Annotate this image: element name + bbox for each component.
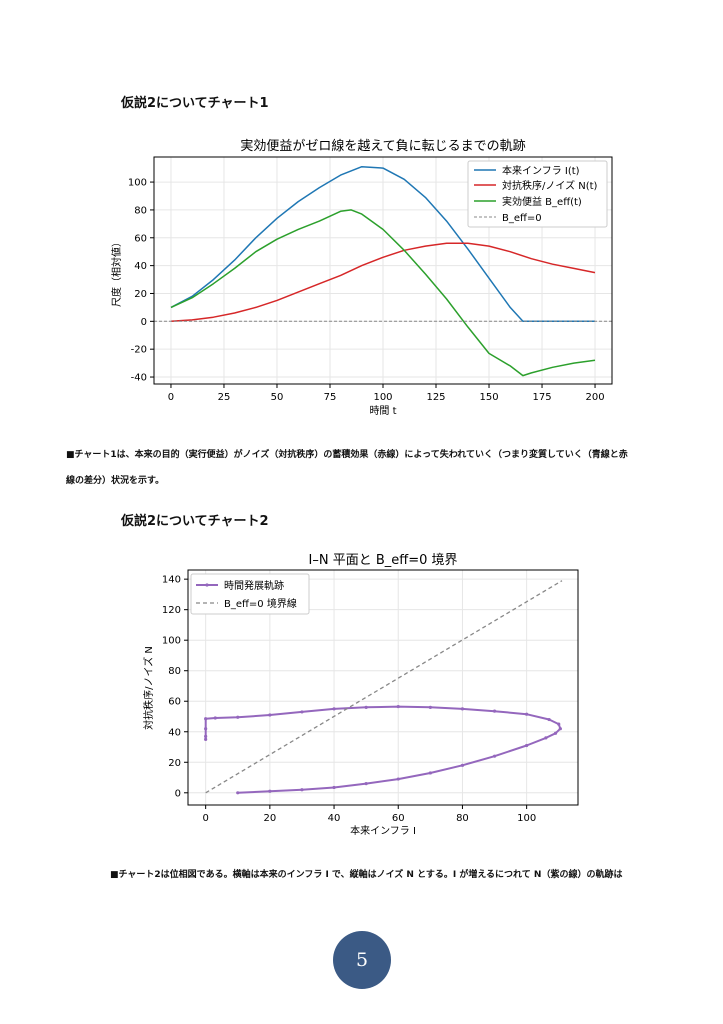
trajectory-point	[204, 717, 208, 721]
y-tick-label: 0	[175, 788, 181, 799]
trajectory-point	[428, 705, 432, 709]
trajectory-point	[204, 734, 208, 738]
trajectory-point	[204, 727, 208, 731]
chart1-lines	[154, 165, 612, 377]
trajectory-point	[428, 771, 432, 775]
legend-label-trajectory: 時間発展軌跡	[224, 579, 284, 592]
y-tick-label: 60	[134, 233, 147, 244]
trajectory-point	[557, 722, 561, 726]
chart2-xlabel: 本来インフラ I	[350, 824, 416, 837]
legend-label-infra: 本来インフラ I(t)	[502, 164, 580, 177]
trajectory-point	[460, 763, 465, 767]
trajectory-point	[396, 777, 400, 781]
x-tick-label: 125	[426, 392, 445, 403]
y-tick-label: -20	[131, 345, 147, 356]
chart1-legend: 本来インフラ I(t) 対抗秩序/ノイズ N(t) 実効便益 B_eff(t) …	[467, 160, 608, 228]
trajectory-point	[460, 707, 465, 711]
y-tick-label: 40	[168, 727, 181, 738]
legend-label-boundary: B_eff=0 境界線	[224, 597, 297, 610]
y-tick-label: 40	[134, 261, 147, 272]
x-tick-label: 100	[373, 392, 392, 403]
trajectory-point	[553, 731, 558, 735]
chart2-caption: ■チャート2は位相図である。横軸は本来のインフラ I で、縦軸はノイズ N とす…	[110, 870, 623, 880]
chart1-xlabel: 時間 t	[369, 405, 396, 417]
chart2-heading: 仮説2についてチャート2	[121, 514, 269, 529]
y-tick-label: -40	[131, 373, 147, 384]
trajectory-point	[544, 736, 548, 740]
x-tick-label: 200	[585, 392, 604, 403]
x-tick-label: 175	[532, 392, 551, 403]
page-number-badge: 5	[333, 931, 391, 989]
page-number: 5	[355, 949, 369, 971]
x-tick-label: 80	[456, 813, 469, 824]
chart2-ticks: 0 20 40 60 80 100 0 20 40 60 80 100 120 140	[162, 575, 536, 824]
y-tick-label: 100	[128, 178, 147, 189]
trajectory-point	[332, 707, 336, 711]
trajectory-point	[364, 705, 368, 709]
chart2-title: I–N 平面と B_eff=0 境界	[309, 553, 458, 568]
chart1-title: 実効便益がゼロ線を越えて負に転じるまでの軌跡	[240, 138, 525, 154]
trajectory-line	[204, 705, 562, 794]
chart1-caption-line2: 線の差分）状況を示す。	[66, 476, 165, 486]
series-benefit-line	[170, 209, 596, 377]
trajectory-point	[236, 791, 240, 795]
trajectory-point	[213, 716, 217, 720]
chart1-ylabel: 尺度（相対値）	[110, 237, 123, 307]
y-tick-label: 60	[168, 697, 181, 708]
trajectory-point	[236, 715, 240, 719]
chart2-legend: 時間発展軌跡 B_eff=0 境界線	[190, 573, 310, 615]
y-tick-label: 120	[162, 605, 181, 616]
x-tick-label: 25	[218, 392, 231, 403]
trajectory-point	[396, 704, 400, 709]
trajectory-point	[547, 717, 551, 722]
trajectory-point	[204, 737, 208, 741]
trajectory-point	[558, 727, 562, 731]
y-tick-label: 20	[168, 758, 181, 769]
x-tick-label: 0	[168, 392, 174, 403]
trajectory-point	[300, 788, 304, 792]
chart1-frame	[153, 156, 613, 385]
x-tick-label: 100	[517, 813, 536, 824]
y-tick-label: 80	[168, 666, 181, 677]
trajectory-point	[492, 709, 497, 713]
legend-label-benefit: 実効便益 B_eff(t)	[502, 195, 582, 208]
series-infra-line	[170, 165, 595, 323]
boundary-line	[205, 580, 563, 794]
legend-label-noise: 対抗秩序/ノイズ N(t)	[502, 179, 598, 192]
chart1-heading: 仮説2についてチャート1	[121, 96, 269, 111]
y-tick-label: 80	[134, 205, 147, 216]
chart2-phase-chart: 0 20 40 60 80 100 0 20 40 60 80 100 120 140 I–N 平面と B…	[142, 553, 579, 837]
trajectory-point	[268, 789, 272, 793]
trajectory-point	[492, 754, 497, 758]
trajectory-point	[300, 710, 304, 714]
y-tick-label: 20	[134, 289, 147, 300]
y-tick-label: 100	[162, 636, 181, 647]
x-tick-label: 20	[263, 813, 276, 824]
trajectory-point	[525, 712, 529, 716]
series-noise-line	[170, 242, 596, 323]
x-tick-label: 0	[202, 813, 208, 824]
trajectory-point	[525, 743, 529, 748]
y-tick-label: 0	[141, 317, 147, 328]
x-tick-label: 50	[271, 392, 284, 403]
y-tick-label: 140	[162, 575, 181, 586]
chart2-lines	[204, 580, 563, 795]
chart1-line-chart: 0 25 50 75 100 125 150 175 200 -40 -20 0 20 40 60 80 100…	[110, 138, 613, 417]
chart2-ylabel: 対抗秩序/ノイズ N	[142, 646, 155, 730]
x-tick-label: 150	[479, 392, 498, 403]
trajectory-point	[364, 782, 368, 786]
trajectory-point	[268, 713, 272, 717]
legend-label-zero: B_eff=0	[502, 213, 542, 224]
chart1-caption-line1: ■チャート1は、本来の目的（実行便益）がノイズ（対抗秩序）の蓄積効果（赤線）によ…	[66, 450, 628, 460]
x-tick-label: 60	[392, 813, 405, 824]
trajectory-point	[332, 785, 336, 790]
chart2-frame	[187, 569, 579, 806]
chart1-ticks: 0 25 50 75 100 125 150 175 200 -40 -20 0 20 40 60 80 100	[128, 178, 605, 403]
x-tick-label: 40	[328, 813, 341, 824]
x-tick-label: 75	[324, 392, 337, 403]
